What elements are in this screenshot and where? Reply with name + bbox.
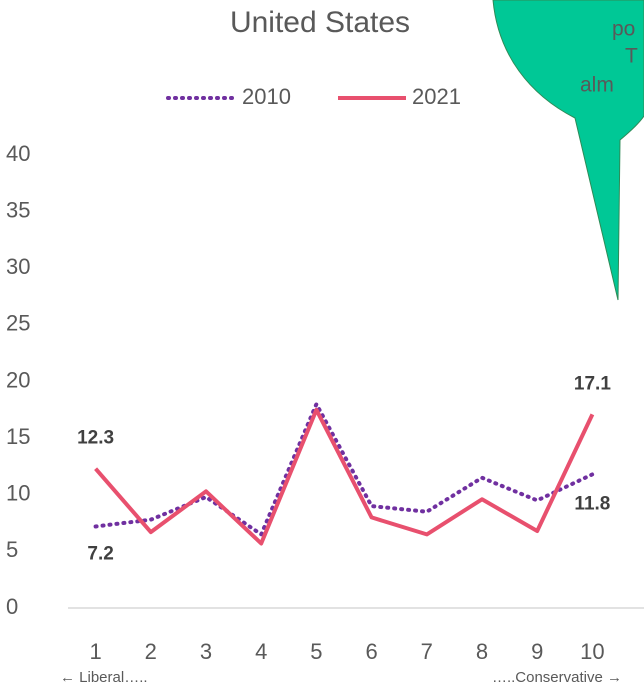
y-tick-label: 15 xyxy=(6,424,30,449)
axis-annotation: ← Liberal….. xyxy=(60,669,148,686)
callout-text: alm xyxy=(580,74,614,97)
y-tick-label: 40 xyxy=(6,141,30,166)
data-label: 11.8 xyxy=(574,493,610,514)
chart-title: United States xyxy=(230,6,410,39)
y-tick-label: 20 xyxy=(6,367,30,392)
x-tick-label: 2 xyxy=(145,639,157,664)
callout-bubble xyxy=(492,0,644,301)
axis-annotation: …..Conservative → xyxy=(492,669,622,686)
legend-label: 2021 xyxy=(412,84,461,109)
x-tick-label: 8 xyxy=(476,639,488,664)
x-tick-label: 4 xyxy=(255,639,267,664)
x-tick-label: 7 xyxy=(421,639,433,664)
x-tick-label: 5 xyxy=(310,639,322,664)
series-line xyxy=(94,407,595,546)
x-tick-label: 1 xyxy=(89,639,101,664)
series-line xyxy=(93,399,595,538)
x-tick-label: 6 xyxy=(365,639,377,664)
callout-text: po xyxy=(612,18,635,41)
y-tick-label: 35 xyxy=(6,197,30,222)
data-label: 17.1 xyxy=(574,373,611,394)
data-label: 12.3 xyxy=(77,428,114,449)
y-tick-label: 25 xyxy=(6,311,30,336)
y-tick-label: 30 xyxy=(6,254,30,279)
y-tick-label: 5 xyxy=(6,537,18,562)
y-tick-label: 0 xyxy=(6,594,18,619)
x-tick-label: 10 xyxy=(580,639,604,664)
x-tick-label: 3 xyxy=(200,639,212,664)
x-tick-label: 9 xyxy=(531,639,543,664)
y-tick-label: 10 xyxy=(6,481,30,506)
callout-text: T xyxy=(625,45,638,68)
legend-label: 2010 xyxy=(242,84,291,109)
data-label: 7.2 xyxy=(87,543,113,564)
